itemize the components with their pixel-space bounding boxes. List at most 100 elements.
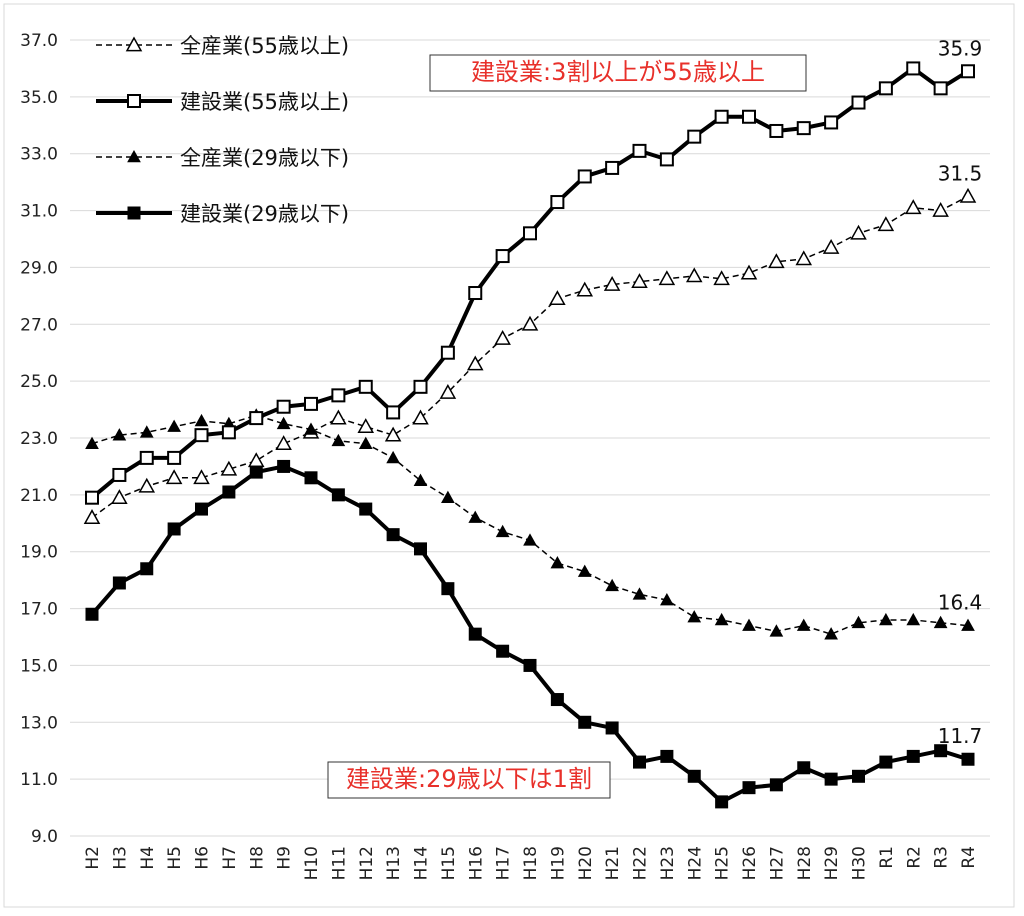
data-point xyxy=(276,399,291,414)
end-value-label: 16.4 xyxy=(938,591,983,615)
data-point xyxy=(687,129,702,144)
data-point xyxy=(659,152,674,167)
data-point xyxy=(631,273,648,288)
data-point xyxy=(221,425,236,440)
data-point xyxy=(685,267,703,283)
data-point xyxy=(331,433,346,447)
x-tick-label: H28 xyxy=(795,846,815,880)
data-point xyxy=(495,249,510,264)
data-point xyxy=(605,160,620,175)
data-point xyxy=(933,81,948,96)
y-tick-label: 25.0 xyxy=(20,372,58,392)
data-point xyxy=(577,169,592,184)
data-point xyxy=(550,693,564,707)
x-tick-label: H30 xyxy=(850,846,870,880)
data-point xyxy=(523,226,537,241)
legend: 全産業(55歳以上) 建設業(55歳以上) 全産業(29歳以下) 建設業(29歳以下) xyxy=(96,34,349,226)
data-point xyxy=(441,490,455,503)
data-point xyxy=(466,355,484,371)
data-point xyxy=(83,509,101,524)
data-point xyxy=(139,425,154,438)
y-tick-label: 23.0 xyxy=(20,429,58,449)
y-tick-label: 11.0 xyxy=(20,770,58,790)
y-tick-label: 19.0 xyxy=(20,543,58,563)
x-tick-label: H7 xyxy=(220,846,240,870)
data-point xyxy=(742,618,756,631)
data-point xyxy=(386,528,400,542)
data-point xyxy=(879,612,893,626)
x-tick-label: H16 xyxy=(466,846,486,880)
data-point xyxy=(277,459,291,473)
data-point xyxy=(167,522,181,536)
series-layer xyxy=(83,61,977,809)
data-point xyxy=(440,345,455,360)
data-point xyxy=(194,428,209,443)
x-tick-label: R4 xyxy=(959,846,979,869)
data-point xyxy=(468,510,483,523)
data-point xyxy=(330,409,347,425)
data-point xyxy=(384,426,402,442)
data-point xyxy=(275,435,292,451)
data-point xyxy=(521,315,539,331)
data-point xyxy=(413,379,428,394)
legend-item: 全産業(55歳以上) xyxy=(96,34,349,58)
annotation-bottom-text: 建設業:29歳以下は1割 xyxy=(346,765,592,793)
data-point xyxy=(111,489,128,505)
end-labels: 31.5 35.9 16.4 11.7 xyxy=(938,36,983,748)
data-point xyxy=(605,578,619,592)
data-point xyxy=(904,199,922,215)
x-tick-label: H12 xyxy=(357,846,377,880)
data-point xyxy=(494,329,511,345)
data-point xyxy=(331,388,346,403)
data-point xyxy=(167,419,181,432)
data-point xyxy=(605,721,619,735)
data-point xyxy=(822,238,840,254)
x-tick-label: H3 xyxy=(110,846,130,870)
x-tick-label: H19 xyxy=(548,846,568,880)
data-point xyxy=(359,502,373,516)
data-point xyxy=(386,450,400,464)
data-point xyxy=(193,469,210,485)
data-point xyxy=(85,607,99,621)
legend-marker xyxy=(125,36,143,52)
data-point xyxy=(112,467,127,482)
data-point xyxy=(195,502,208,516)
data-point xyxy=(441,582,455,596)
legend-item: 建設業(29歳以下) xyxy=(96,202,349,226)
x-tick-label: H10 xyxy=(302,846,322,880)
data-point xyxy=(358,436,373,449)
x-tick-label: H24 xyxy=(685,846,705,880)
data-point xyxy=(386,405,401,420)
y-tick-label: 17.0 xyxy=(20,600,58,620)
data-point xyxy=(249,465,263,479)
data-point xyxy=(632,143,647,158)
data-point xyxy=(824,115,839,130)
series-1 xyxy=(85,61,975,505)
x-tick-label: H2 xyxy=(83,846,103,870)
data-point xyxy=(222,485,236,499)
data-point xyxy=(358,379,373,394)
data-point xyxy=(304,422,318,435)
data-point xyxy=(112,576,126,590)
data-point xyxy=(961,64,975,79)
x-tick-label: H25 xyxy=(713,846,733,880)
x-tick-label: R1 xyxy=(877,846,897,869)
data-point xyxy=(660,749,674,763)
data-point xyxy=(852,769,865,783)
data-point xyxy=(304,471,318,485)
data-point xyxy=(468,627,482,641)
data-point xyxy=(740,264,758,280)
data-point xyxy=(496,644,510,658)
data-point xyxy=(877,216,895,232)
x-tick-label: H4 xyxy=(138,846,158,870)
data-point xyxy=(577,564,592,577)
data-point xyxy=(85,436,99,449)
data-point xyxy=(824,627,838,640)
data-point xyxy=(194,413,209,427)
data-point xyxy=(796,121,811,136)
legend-label: 全産業(55歳以上) xyxy=(180,34,349,58)
data-point xyxy=(851,95,866,110)
data-point xyxy=(550,195,565,210)
data-point xyxy=(439,383,457,399)
